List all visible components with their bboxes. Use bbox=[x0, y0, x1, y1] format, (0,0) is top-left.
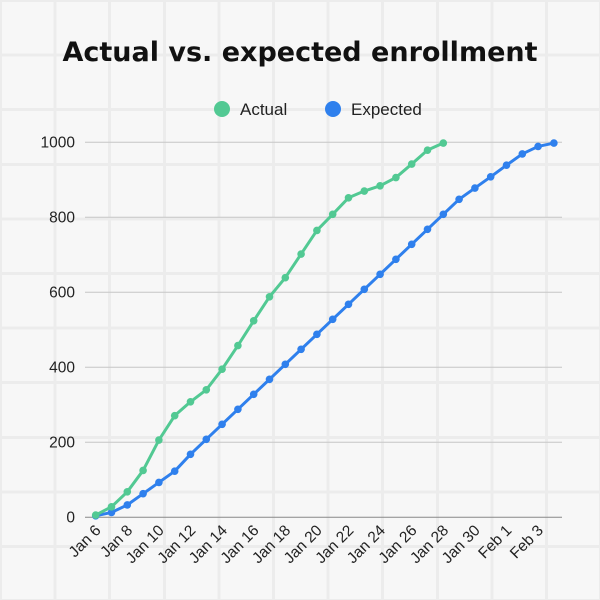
data-point bbox=[170, 467, 179, 475]
data-point bbox=[392, 255, 400, 264]
data-point bbox=[313, 226, 321, 235]
y-tick-label: 800 bbox=[49, 209, 75, 226]
line-expected bbox=[95, 141, 555, 518]
y-tick-label: 600 bbox=[49, 284, 75, 301]
x-tick-label: Jan 6 bbox=[66, 522, 105, 561]
data-point bbox=[439, 210, 448, 219]
y-tick-label: 200 bbox=[49, 434, 75, 451]
data-point bbox=[439, 139, 448, 147]
data-point bbox=[170, 411, 179, 420]
data-point bbox=[471, 184, 479, 192]
data-point bbox=[297, 345, 305, 354]
legend-marker-icon bbox=[214, 101, 230, 117]
series-expected bbox=[91, 139, 558, 520]
data-point bbox=[249, 390, 258, 399]
data-point bbox=[423, 225, 432, 234]
data-point bbox=[186, 398, 195, 406]
y-tick-label: 0 bbox=[66, 509, 75, 526]
line-actual bbox=[95, 141, 444, 517]
data-point bbox=[249, 317, 258, 325]
data-point bbox=[218, 420, 226, 429]
legend: Actual Expected bbox=[214, 100, 422, 119]
data-point bbox=[328, 210, 337, 219]
data-point bbox=[202, 435, 211, 444]
data-point bbox=[344, 300, 353, 309]
data-point bbox=[455, 195, 463, 204]
data-point bbox=[265, 293, 274, 301]
data-point bbox=[186, 450, 195, 459]
data-point bbox=[139, 489, 147, 498]
data-point bbox=[344, 194, 353, 202]
data-point bbox=[360, 187, 369, 195]
data-point bbox=[91, 511, 100, 519]
data-point bbox=[313, 330, 321, 339]
legend-marker-icon bbox=[325, 101, 341, 117]
series-actual bbox=[91, 139, 448, 519]
data-point bbox=[486, 173, 495, 181]
data-point bbox=[297, 250, 305, 258]
x-tick-label: Feb 1 bbox=[475, 522, 515, 562]
legend-label: Actual bbox=[240, 100, 287, 119]
y-axis: 0 200 400 600 800 1000 bbox=[41, 134, 76, 526]
data-point bbox=[392, 173, 400, 182]
data-point bbox=[328, 315, 337, 324]
legend-item-actual: Actual bbox=[214, 100, 287, 119]
data-point bbox=[234, 405, 242, 414]
data-point bbox=[534, 142, 542, 151]
data-point bbox=[550, 139, 558, 147]
x-tick-label: Feb 3 bbox=[507, 522, 547, 562]
y-tick-label: 1000 bbox=[41, 134, 76, 151]
data-point bbox=[502, 161, 511, 169]
data-point bbox=[281, 273, 290, 282]
data-point bbox=[107, 508, 116, 517]
data-point bbox=[376, 182, 384, 190]
data-point bbox=[107, 503, 116, 511]
data-point bbox=[155, 436, 163, 444]
data-point bbox=[281, 360, 290, 369]
data-point bbox=[218, 365, 226, 373]
data-point bbox=[360, 285, 369, 294]
y-tick-label: 400 bbox=[49, 359, 75, 376]
series bbox=[91, 139, 558, 520]
data-point bbox=[123, 501, 132, 509]
legend-label: Expected bbox=[351, 100, 422, 119]
data-point bbox=[202, 386, 211, 394]
data-point bbox=[407, 160, 416, 168]
data-point bbox=[234, 341, 242, 350]
data-point bbox=[407, 240, 416, 249]
chart-title: Actual vs. expected enrollment bbox=[62, 37, 537, 68]
data-point bbox=[139, 466, 147, 475]
data-point bbox=[123, 488, 132, 496]
legend-item-expected: Expected bbox=[325, 100, 422, 119]
gridlines bbox=[85, 141, 562, 518]
data-point bbox=[155, 478, 163, 487]
data-point bbox=[376, 270, 384, 279]
data-point bbox=[423, 146, 432, 154]
data-point bbox=[518, 150, 527, 158]
data-point bbox=[265, 375, 274, 384]
